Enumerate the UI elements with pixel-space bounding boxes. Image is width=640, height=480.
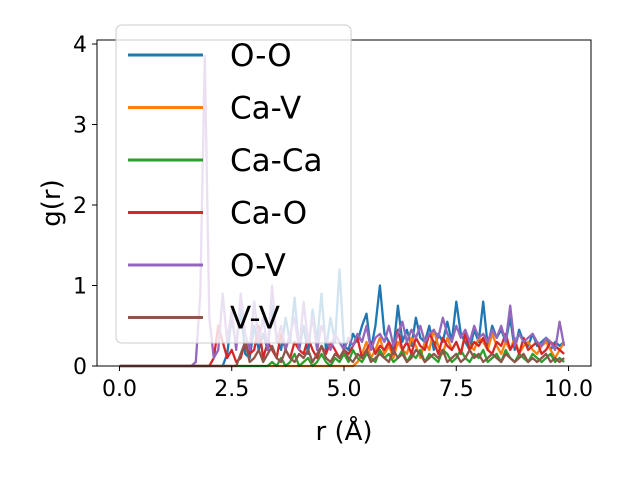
legend-label-o-v: O-V — [230, 248, 286, 284]
legend-label-ca-ca: Ca-Ca — [230, 143, 322, 179]
y-tick-label: 4 — [73, 33, 87, 58]
y-tick-label: 0 — [73, 355, 87, 380]
series-line-o-v — [119, 54, 566, 368]
y-tick-label: 2 — [73, 194, 87, 219]
x-tick-label: 2.5 — [214, 377, 249, 402]
legend-label-ca-v: Ca-V — [230, 91, 301, 127]
legend-label-v-v: V-V — [230, 301, 280, 337]
y-axis-label: g(r) — [37, 179, 67, 226]
x-axis-label: r (Å) — [315, 415, 372, 447]
x-tick-label: 7.5 — [439, 377, 474, 402]
legend-entries: O-O Ca-V Ca-Ca Ca-O O-V V-V — [128, 38, 322, 337]
legend-label-o-o: O-O — [230, 38, 292, 74]
legend-label-ca-o: Ca-O — [230, 196, 307, 232]
y-tick-label: 1 — [73, 275, 87, 300]
x-tick-label: 10.0 — [544, 377, 593, 402]
tick-layer: 0.0 2.5 5.0 7.5 10.0 0 1 2 3 4 — [73, 33, 593, 402]
x-tick-label: 5.0 — [327, 377, 362, 402]
x-tick-label: 0.0 — [102, 377, 137, 402]
legend: O-O Ca-V Ca-Ca Ca-O O-V V-V — [115, 24, 352, 344]
y-tick-label: 3 — [73, 114, 87, 139]
